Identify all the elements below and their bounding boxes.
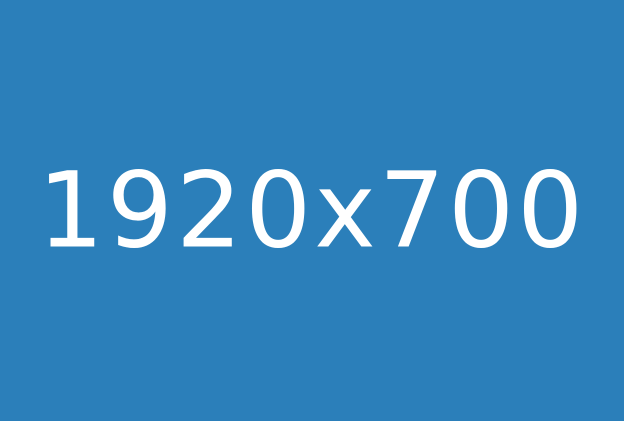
placeholder-dimensions-label: 1920x700 [37,149,587,271]
